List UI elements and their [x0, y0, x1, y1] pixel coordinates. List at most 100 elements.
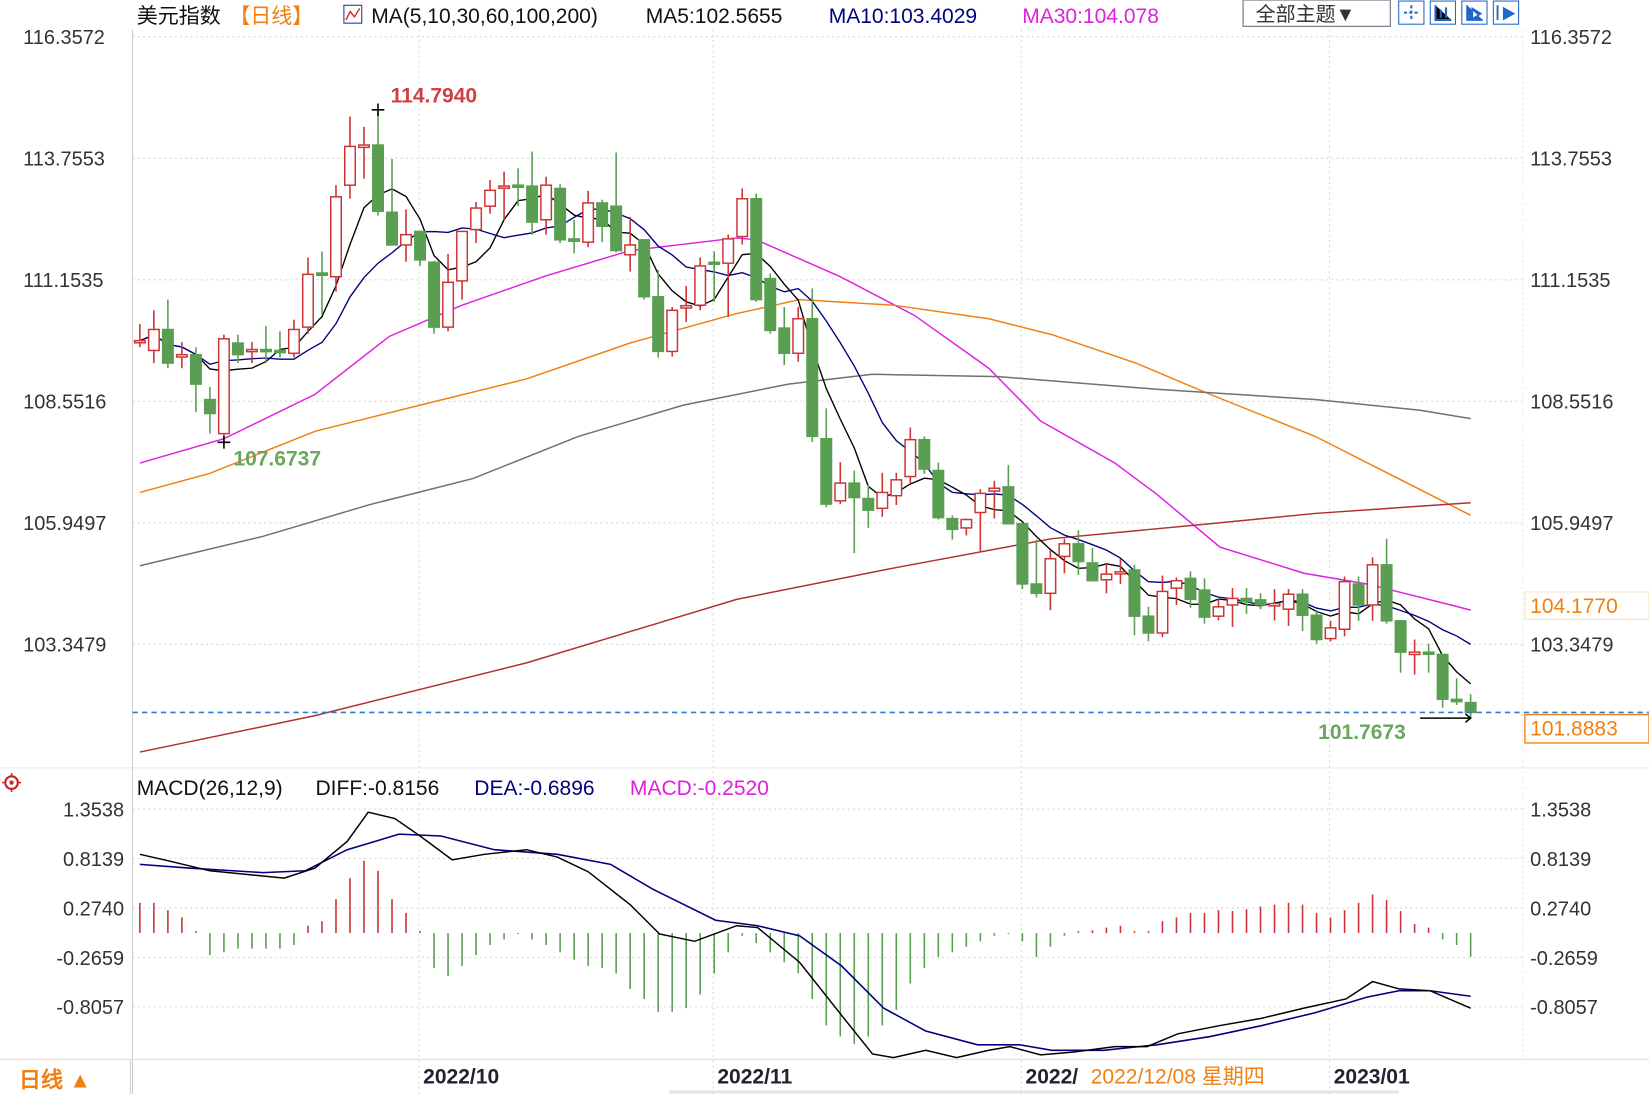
low-crosshair-icon	[217, 435, 231, 449]
candle-body	[1016, 522, 1029, 585]
candle-body	[1142, 615, 1155, 634]
candle-body	[442, 281, 455, 328]
candle-body	[1422, 651, 1435, 655]
candle-body	[301, 273, 314, 328]
candle-up	[301, 257, 314, 334]
candle-up	[1366, 557, 1379, 621]
candle-body	[890, 479, 903, 497]
price-tick-left: 108.5516	[23, 392, 106, 414]
candle-down	[554, 184, 567, 244]
date-tick: 2022/11	[717, 1065, 792, 1088]
candle-body	[1324, 627, 1337, 640]
candle-up	[736, 188, 749, 245]
candle-body	[848, 482, 861, 499]
candle-up	[1282, 589, 1295, 626]
candle-down	[1198, 578, 1211, 624]
candle-up	[400, 209, 413, 262]
candle-body	[287, 328, 300, 355]
macd-tick-left: 0.2740	[63, 898, 124, 920]
candle-body	[245, 348, 258, 353]
chart-step-icon[interactable]	[1461, 0, 1488, 25]
candle-body	[203, 398, 216, 415]
price-tick-right: 116.3572	[1530, 27, 1612, 49]
candle-down	[1016, 522, 1029, 590]
candle-up	[904, 427, 917, 484]
candle-down	[372, 109, 385, 216]
candle-down	[315, 251, 328, 315]
candle-up	[974, 489, 987, 553]
candle-up	[1324, 620, 1337, 642]
candle-body	[1450, 698, 1463, 703]
candle-body	[1198, 589, 1211, 618]
candle-down	[610, 152, 623, 253]
candle-body	[666, 309, 679, 353]
candle-body	[470, 207, 483, 231]
candle-down	[1310, 610, 1323, 644]
period-high-label: 114.7940	[391, 84, 477, 107]
candle-down	[1086, 548, 1099, 582]
macd-value: MACD:-0.2520	[630, 777, 769, 800]
candle-up	[582, 190, 595, 248]
period-toggle[interactable]: 日线 ▲	[19, 1068, 91, 1093]
candle-body	[414, 230, 427, 261]
candle-up	[834, 462, 847, 505]
candle-down	[764, 273, 777, 334]
candle-body	[1058, 543, 1071, 558]
diff-line	[139, 811, 1471, 1059]
candle-body	[862, 497, 875, 511]
candle-body	[582, 202, 595, 243]
candle-up	[1226, 588, 1239, 627]
candle-body	[1044, 558, 1057, 595]
candle-body	[1282, 593, 1295, 610]
chart-compare-icon[interactable]	[1429, 0, 1457, 25]
period-label[interactable]: 【日线】	[229, 5, 313, 28]
candle-body	[624, 244, 637, 256]
candle-down	[1380, 538, 1393, 624]
candle-down	[778, 307, 791, 365]
candle-up	[358, 126, 370, 179]
recent-low-arrow-icon	[1420, 713, 1472, 723]
macd-settings-icon[interactable]	[2, 773, 22, 793]
candle-up	[1100, 563, 1113, 594]
candle-down	[526, 151, 539, 235]
ma10-value: MA10:103.4029	[829, 5, 977, 28]
candle-down	[918, 436, 931, 474]
candle-body	[1254, 599, 1267, 606]
candle-down	[638, 239, 651, 300]
candle-body	[147, 328, 160, 352]
candle-body	[1212, 606, 1225, 617]
theme-select-label: 全部主题▼	[1256, 3, 1356, 26]
crosshair-icon[interactable]	[1398, 0, 1425, 25]
last-price-tag: 101.8883	[1524, 713, 1649, 744]
candle-down	[1296, 589, 1309, 632]
candle-body	[372, 144, 385, 213]
candle-body	[722, 238, 735, 264]
price-tick-right: 105.9497	[1530, 513, 1613, 535]
candle-up	[329, 185, 342, 292]
candle-body	[736, 197, 749, 238]
candle-up	[680, 286, 693, 322]
candle-up	[1044, 550, 1057, 611]
candle-body	[1394, 620, 1407, 653]
ma-params: MA(5,10,30,60,100,200)	[371, 5, 598, 28]
candle-up	[540, 176, 553, 235]
price-tick-left: 103.3479	[23, 635, 106, 657]
candle-down	[1450, 678, 1463, 705]
candle-body	[1100, 573, 1113, 581]
chart-next-icon[interactable]	[1492, 0, 1520, 25]
candle-body	[820, 438, 833, 505]
candle-down	[1072, 530, 1085, 576]
candle-body	[974, 492, 987, 514]
price-tick-left: 111.1535	[23, 270, 103, 292]
candle-up	[287, 319, 300, 358]
candle-body	[231, 342, 244, 356]
theme-select-button[interactable]: 全部主题▼	[1242, 0, 1391, 27]
candle-down	[189, 347, 202, 413]
ma-settings-icon[interactable]	[343, 4, 363, 24]
candle-up	[470, 201, 483, 244]
macd-params: MACD(26,12,9)	[137, 777, 283, 800]
ma100-line	[139, 373, 1471, 567]
candle-body	[1184, 577, 1197, 601]
candle-down	[203, 386, 216, 434]
